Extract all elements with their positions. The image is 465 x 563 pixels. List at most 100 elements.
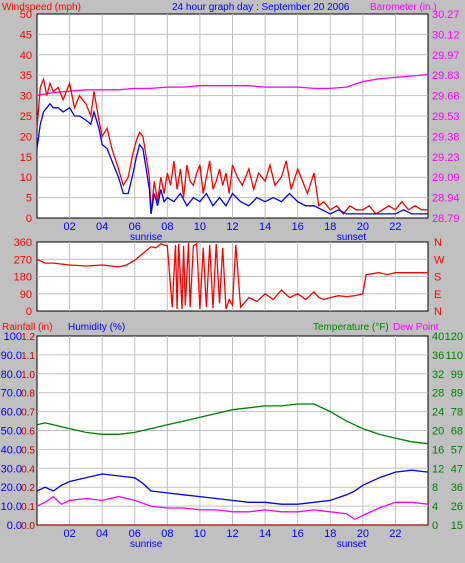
rainfall-label: Rainfall (in) [2, 322, 53, 333]
y-right-tick-label: 29.09 [432, 172, 460, 184]
y-right-tick-label: 29.97 [432, 50, 460, 62]
y-right-tick-label: 28.79 [432, 213, 460, 225]
windspeed-line [36, 77, 428, 215]
wind-direction-line [36, 242, 428, 310]
temp-tick-label-outer: 89 [451, 388, 463, 400]
temperature-label: Temperature (°F) [313, 322, 389, 333]
compass-tick-label: S [434, 272, 441, 284]
y-right-tick-label: 30.12 [432, 29, 460, 41]
x-tick-label: 02 [63, 221, 75, 233]
y-tick-label: 5 [26, 193, 32, 205]
humidity-tick-label: 90.0 [1, 350, 22, 362]
x-tick-label: 10 [194, 528, 206, 540]
rain-tick-label: 0.6 [21, 427, 35, 438]
rain-tick-label: 0.0 [21, 521, 35, 532]
x-tick-label: 14 [259, 221, 271, 233]
wind-right-ticks: 28.79 28.94 29.09 29.23 29.38 29.53 29.68 29.83… [432, 9, 460, 225]
wind-series [36, 73, 429, 215]
temp-tick-label-outer: 78 [451, 407, 463, 419]
humidity-tick-label: 60.0 [1, 407, 22, 419]
y-right-tick-label: 29.68 [432, 91, 460, 103]
x-tick-label: 20 [357, 528, 369, 540]
y-tick-label: 25 [20, 111, 32, 123]
direction-left-ticks: 0 90 180 270 360 [14, 237, 32, 318]
y-tick-label: 50 [20, 9, 32, 21]
barometer-line [36, 73, 429, 96]
sunrise-label-1: sunrise [130, 232, 163, 243]
wind-x-ticks: 02 04 06 08 10 12 14 16 18 20 22 [63, 221, 401, 233]
humidity-tick-label: 20.0 [1, 482, 22, 494]
x-tick-label: 10 [194, 221, 206, 233]
x-tick-label: 08 [161, 221, 173, 233]
y-right-tick-label: 29.38 [432, 131, 460, 143]
compass-tick-label: N [434, 237, 442, 249]
y-tick-label: 40 [20, 50, 32, 62]
temp-tick-label-outer: 47 [451, 463, 463, 475]
temp-tick-label-outer: 57 [451, 444, 463, 456]
rain-tick-label: 1.1 [21, 351, 35, 362]
rain-tick-label: 1.0 [21, 370, 35, 381]
temp-tick-label: 16 [432, 444, 444, 456]
temp-panel: 0.010.020.030.040.050.060.070.080.090.01… [1, 322, 463, 550]
y-right-tick-label: 28.94 [432, 193, 460, 205]
y-tick-label: 20 [20, 131, 32, 143]
temp-tick-label-outer: 36 [451, 482, 463, 494]
y-right-tick-label: 30.27 [432, 9, 460, 21]
compass-tick-label: E [434, 289, 441, 301]
temp-right-ticks: 0 4 8 12 16 20 24 28 32 36 40 [432, 331, 444, 532]
dewpoint-line [36, 495, 429, 521]
wind-grid [37, 14, 428, 218]
temp-tick-label: 32 [432, 369, 444, 381]
dewpoint-label: Dew Point [393, 322, 439, 333]
temp-tick-label: 20 [432, 426, 444, 438]
y-tick-label: 30 [20, 91, 32, 103]
x-tick-label: 06 [129, 528, 141, 540]
x-tick-label: 18 [324, 221, 336, 233]
humidity-label: Humidity (%) [68, 322, 125, 333]
sunset-label-1: sunset [337, 232, 367, 243]
humidity-tick-label: 40.0 [1, 444, 22, 456]
x-tick-label: 20 [357, 221, 369, 233]
humidity-tick-label: 0.0 [7, 520, 22, 532]
humidity-tick-label: 10.0 [1, 501, 22, 513]
y-tick-label: 10 [20, 172, 32, 184]
y-right-tick-label: 29.23 [432, 152, 460, 164]
direction-tick-label: 180 [14, 272, 32, 284]
x-tick-label: 12 [226, 528, 238, 540]
temp-tick-label: 4 [432, 501, 438, 513]
x-tick-label: 04 [96, 221, 108, 233]
direction-tick-label: 360 [14, 237, 32, 249]
temp-tick-label: 36 [432, 350, 444, 362]
x-tick-label: 06 [129, 221, 141, 233]
rain-tick-label: 1.2 [21, 332, 35, 343]
x-tick-label: 18 [324, 528, 336, 540]
humidity-ticks: 0.0 10.0 20.0 30.0 40.0 50.0 60.0 70.0 80.0 90.0 1… [1, 331, 22, 532]
temp-tick-label: 0 [432, 520, 438, 532]
wind-left-label: Windspeed (mph) [2, 2, 81, 13]
rain-tick-label: 0.7 [21, 408, 35, 419]
temp-series [36, 403, 429, 526]
sunset-label-2: sunset [337, 539, 367, 550]
temp-tick-label: 12 [432, 463, 444, 475]
temp-tick-label-outer: 15 [451, 520, 463, 532]
temperature-line [36, 403, 429, 445]
direction-tick-label: 90 [20, 289, 32, 301]
rain-tick-label: 0.2 [21, 483, 35, 494]
y-tick-label: 0 [26, 213, 32, 225]
chart-title: 24 hour graph day : September 20 2006 [172, 2, 350, 13]
rain-tick-label: 0.1 [21, 502, 35, 513]
humidity-line [36, 469, 429, 505]
x-tick-label: 04 [96, 528, 108, 540]
y-tick-label: 35 [20, 70, 32, 82]
x-tick-label: 16 [292, 528, 304, 540]
sunrise-label-2: sunrise [130, 539, 163, 550]
y-right-tick-label: 29.83 [432, 70, 460, 82]
temp-tick-label-outer: 99 [451, 369, 463, 381]
temp-tick-label-outer: 110 [445, 350, 463, 362]
x-tick-label: 22 [389, 221, 401, 233]
x-tick-label: 02 [63, 528, 75, 540]
x-tick-label: 12 [226, 221, 238, 233]
y-right-tick-label: 29.53 [432, 111, 460, 123]
rain-tick-label: 0.8 [21, 389, 35, 400]
